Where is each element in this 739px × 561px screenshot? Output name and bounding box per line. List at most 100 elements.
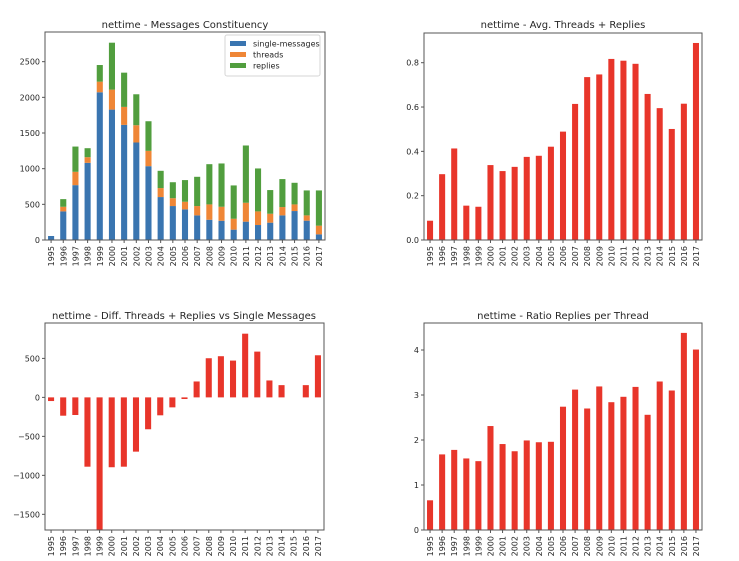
x-tick-label: 2000 [486,536,495,556]
bar-threads-2015 [291,204,298,212]
bar-replies-2016 [303,190,310,216]
bar-1998 [84,397,91,467]
bar-single-messages-2003 [145,166,152,240]
x-tick-label: 1999 [96,246,105,266]
bar-1997 [451,449,458,530]
bar-single-messages-2009 [218,220,225,240]
bar-2003 [145,397,152,430]
bar-2000 [487,165,494,240]
bars [48,42,322,240]
x-tick-label: 2011 [619,246,628,266]
chart-title: nettime - Diff. Threads + Replies vs Sin… [52,311,316,322]
bar-single-messages-2012 [255,225,262,240]
x-tick-label: 2003 [144,246,153,266]
bar-2017 [692,42,699,240]
x-tick-label: 1997 [450,536,459,556]
x-tick-label: 2001 [120,246,129,266]
bar-replies-2005 [169,182,176,199]
y-tick-label: 0.8 [406,59,419,68]
x-tick-label: 2010 [607,246,616,266]
y-tick-label: −1500 [13,510,40,519]
bar-2005 [547,146,554,240]
x-tick-label: 2003 [523,246,532,266]
bar-single-messages-2001 [121,124,128,240]
bar-replies-2006 [181,180,189,202]
bar-threads-1999 [96,81,103,93]
bar-replies-2017 [315,190,322,226]
x-tick-label: 1996 [438,536,447,556]
x-tick-label: 2000 [108,246,117,266]
avg-threads-replies-chart: nettime - Avg. Threads + Replies 0.0 0.2 0… [406,20,703,266]
bar-2011 [620,60,627,240]
bar-threads-2004 [157,188,164,198]
x-tick-label: 2011 [619,536,628,556]
y-tick-label: 0.4 [406,147,419,156]
bar-2007 [193,381,200,398]
bar-threads-2001 [121,106,128,125]
x-tick-label: 2002 [511,536,520,556]
x-tick-label: 2007 [571,536,580,556]
x-tick-label: 1999 [474,246,483,266]
bar-replies-2012 [255,168,262,212]
bar-1995 [427,500,434,530]
bar-threads-2010 [230,218,237,230]
bar-replies-2002 [133,94,140,126]
x-tick-label: 1998 [462,246,471,266]
bar-1996 [60,397,67,416]
x-tick-label: 1996 [438,246,447,266]
bar-replies-1998 [84,148,91,158]
bar-1999 [475,206,482,240]
x-tick-label: 2008 [583,246,592,266]
x-tick-label: 2015 [668,536,677,556]
x-tick-label: 2005 [547,536,556,556]
bar-1997 [72,397,79,415]
x-tick-label: 2013 [265,536,274,556]
bar-2015 [668,128,675,240]
x-tick-label: 2003 [144,536,153,556]
bar-1999 [475,461,482,530]
bar-threads-2016 [303,215,310,221]
x-tick-label: 1996 [59,536,68,556]
bar-1999 [96,397,103,530]
bar-2001 [120,397,127,467]
bar-replies-2014 [279,179,286,208]
bar-single-messages-2008 [206,219,213,240]
bar-single-messages-2011 [242,221,249,240]
bar-2008 [584,408,591,530]
bar-1998 [463,458,470,530]
bar-2000 [487,426,494,530]
bar-2002 [132,397,140,452]
bar-2012 [254,351,261,398]
x-tick-label: 2012 [253,536,262,556]
x-tick-label: 2016 [680,536,689,556]
x-tick-label: 2002 [132,246,141,266]
bar-single-messages-2004 [157,197,164,240]
bar-2016 [680,103,687,240]
x-tick-label: 2013 [644,246,653,266]
bar-2003 [523,156,530,240]
ratio-replies-per-thread-chart: nettime - Ratio Replies per Thread 0 1 2 3 4… [414,311,703,556]
x-tick-label: 2001 [499,536,508,556]
x-tick-label: 2000 [486,246,495,266]
x-tick-label: 2007 [193,246,202,266]
x-tick-label: 2017 [692,246,701,266]
bar-threads-1998 [84,157,91,163]
y-tick-label: 1 [414,481,419,490]
y-tick-label: 0.6 [406,103,419,112]
y-tick-label: 0 [414,526,419,535]
x-tick-label: 1998 [84,246,93,266]
bar-replies-2007 [194,176,201,207]
legend-label-threads: threads [253,51,283,60]
messages-constituency-chart: nettime - Messages Constituency 0 500 1000… [20,20,326,266]
x-tick-label: 2004 [535,536,544,556]
bar-2002 [511,166,518,240]
x-tick-label: 1995 [426,536,435,556]
bar-2017 [314,355,321,398]
bar-threads-2017 [315,225,322,235]
x-tick-label: 2010 [607,536,616,556]
x-tick-label: 2008 [583,536,592,556]
x-tick-label: 2012 [254,246,263,266]
x-tick-label: 2010 [230,246,239,266]
x-tick-label: 2009 [595,246,604,266]
